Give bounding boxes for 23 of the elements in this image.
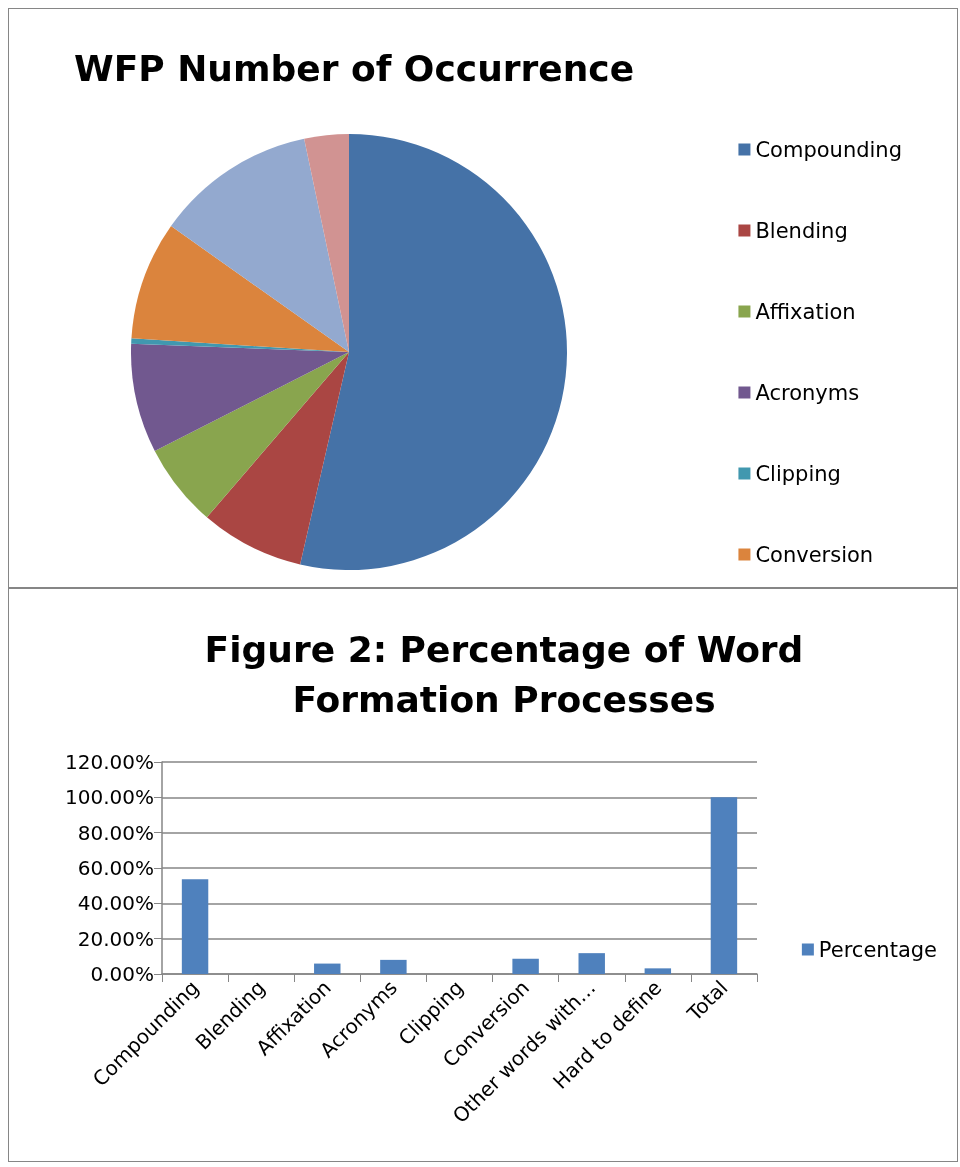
bar (181, 879, 209, 974)
y-tick-label: 80.00% (77, 820, 154, 845)
chart-title: WFP Number of Occurrence (73, 47, 635, 89)
y-tick-label: 0.00% (90, 962, 154, 986)
y-tick-label: 60.00% (77, 856, 154, 880)
bar (380, 959, 407, 974)
legend-label: Affixation (755, 299, 856, 324)
legend-label: Acronyms (755, 380, 860, 405)
y-tick-label: 120.00% (65, 750, 154, 774)
y-tick-label: 20.00% (77, 926, 154, 951)
legend-label: Compounding (755, 137, 903, 162)
bar (512, 958, 539, 974)
bar (644, 968, 672, 974)
bar (710, 797, 738, 974)
bar (314, 963, 341, 974)
y-tick-label: 40.00% (77, 891, 154, 916)
legend-label: Clipping (755, 461, 841, 486)
legend-label: Percentage (818, 937, 938, 962)
bar (578, 953, 605, 974)
legend-label: Conversion (755, 542, 874, 567)
legend-label: Blending (755, 218, 848, 243)
chart-title: Figure 2: Percentage of Word Formation Processes (204, 628, 804, 720)
y-tick-label: 100.00% (65, 785, 154, 810)
